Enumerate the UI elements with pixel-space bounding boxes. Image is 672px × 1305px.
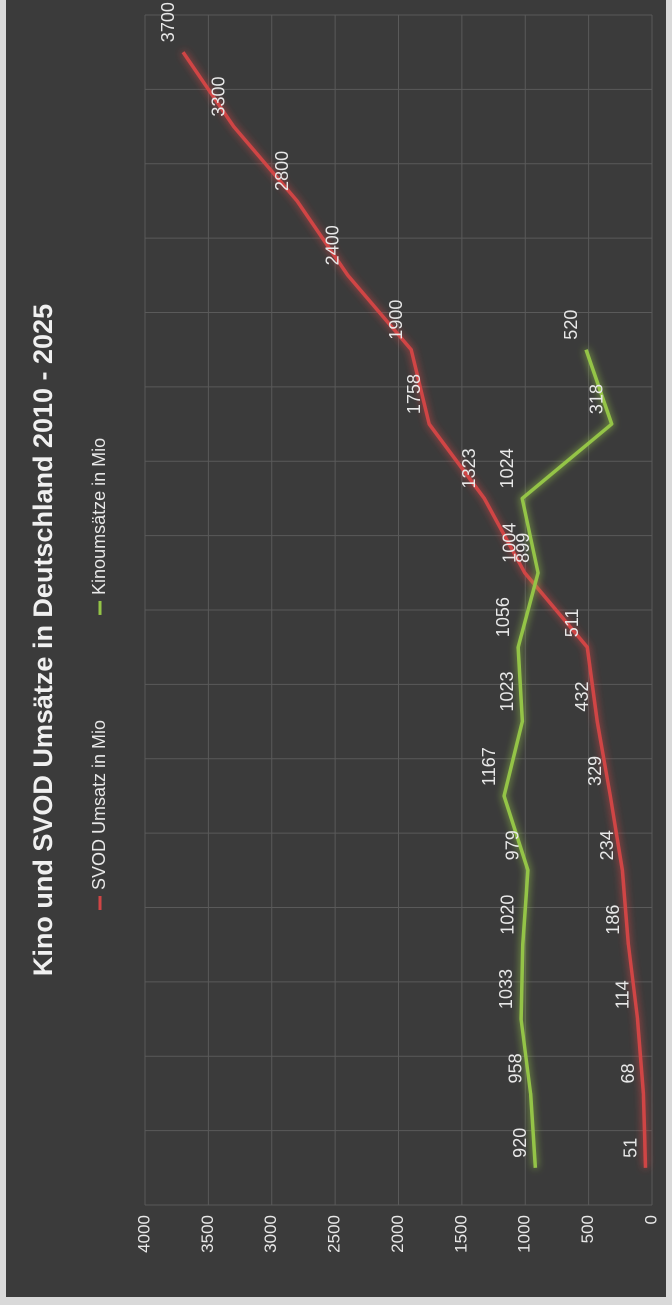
y-tick-label: 2000 xyxy=(388,1215,407,1253)
data-label: 1020 xyxy=(497,895,517,935)
data-label: 511 xyxy=(562,608,582,637)
chart-title: Kino und SVOD Umsätze in Deutschland 201… xyxy=(28,304,58,976)
chart-background xyxy=(6,0,666,1297)
data-label: 1167 xyxy=(479,747,499,786)
data-label: 920 xyxy=(510,1128,530,1158)
y-tick-label: 3000 xyxy=(261,1215,280,1253)
series-line xyxy=(181,51,648,1168)
data-label: 114 xyxy=(612,980,632,1009)
y-tick-label: 2500 xyxy=(325,1215,344,1253)
legend-label: Kinoumsätze in Mio xyxy=(89,438,109,595)
data-label: 520 xyxy=(561,310,581,340)
y-tick-label: 0 xyxy=(641,1215,660,1224)
data-label: 1024 xyxy=(497,448,517,488)
y-tick-label: 4000 xyxy=(134,1215,153,1253)
data-label: 318 xyxy=(586,384,606,414)
rotated-chart: Kino und SVOD Umsätze in Deutschland 201… xyxy=(28,2,660,1253)
data-label: 1004 xyxy=(499,523,519,563)
y-tick-label: 1500 xyxy=(451,1215,470,1253)
data-label: 1033 xyxy=(496,969,516,1009)
data-label: 899 xyxy=(513,533,533,563)
data-label: 432 xyxy=(572,682,592,712)
data-label: 1900 xyxy=(386,300,406,340)
data-label: 1056 xyxy=(493,597,513,637)
data-label: 329 xyxy=(585,756,605,786)
data-label: 1323 xyxy=(459,448,479,488)
legend-label: SVOD Umsatz in Mio xyxy=(89,720,109,890)
data-label: 958 xyxy=(505,1053,525,1083)
data-label: 1758 xyxy=(404,374,424,414)
data-label: 186 xyxy=(603,905,623,935)
data-label: 1023 xyxy=(497,672,517,712)
y-tick-label: 500 xyxy=(578,1215,597,1243)
data-label: 68 xyxy=(618,1063,638,1083)
data-label: 3700 xyxy=(158,2,178,42)
data-label: 3300 xyxy=(208,77,228,117)
y-tick-label: 1000 xyxy=(515,1215,534,1253)
data-label: 2800 xyxy=(272,151,292,191)
data-label: 979 xyxy=(503,830,523,860)
y-tick-label: 3500 xyxy=(198,1215,217,1253)
data-label: 51 xyxy=(620,1138,640,1158)
series-line xyxy=(502,349,614,1168)
data-label: 234 xyxy=(597,830,617,860)
data-label: 2400 xyxy=(323,225,343,265)
